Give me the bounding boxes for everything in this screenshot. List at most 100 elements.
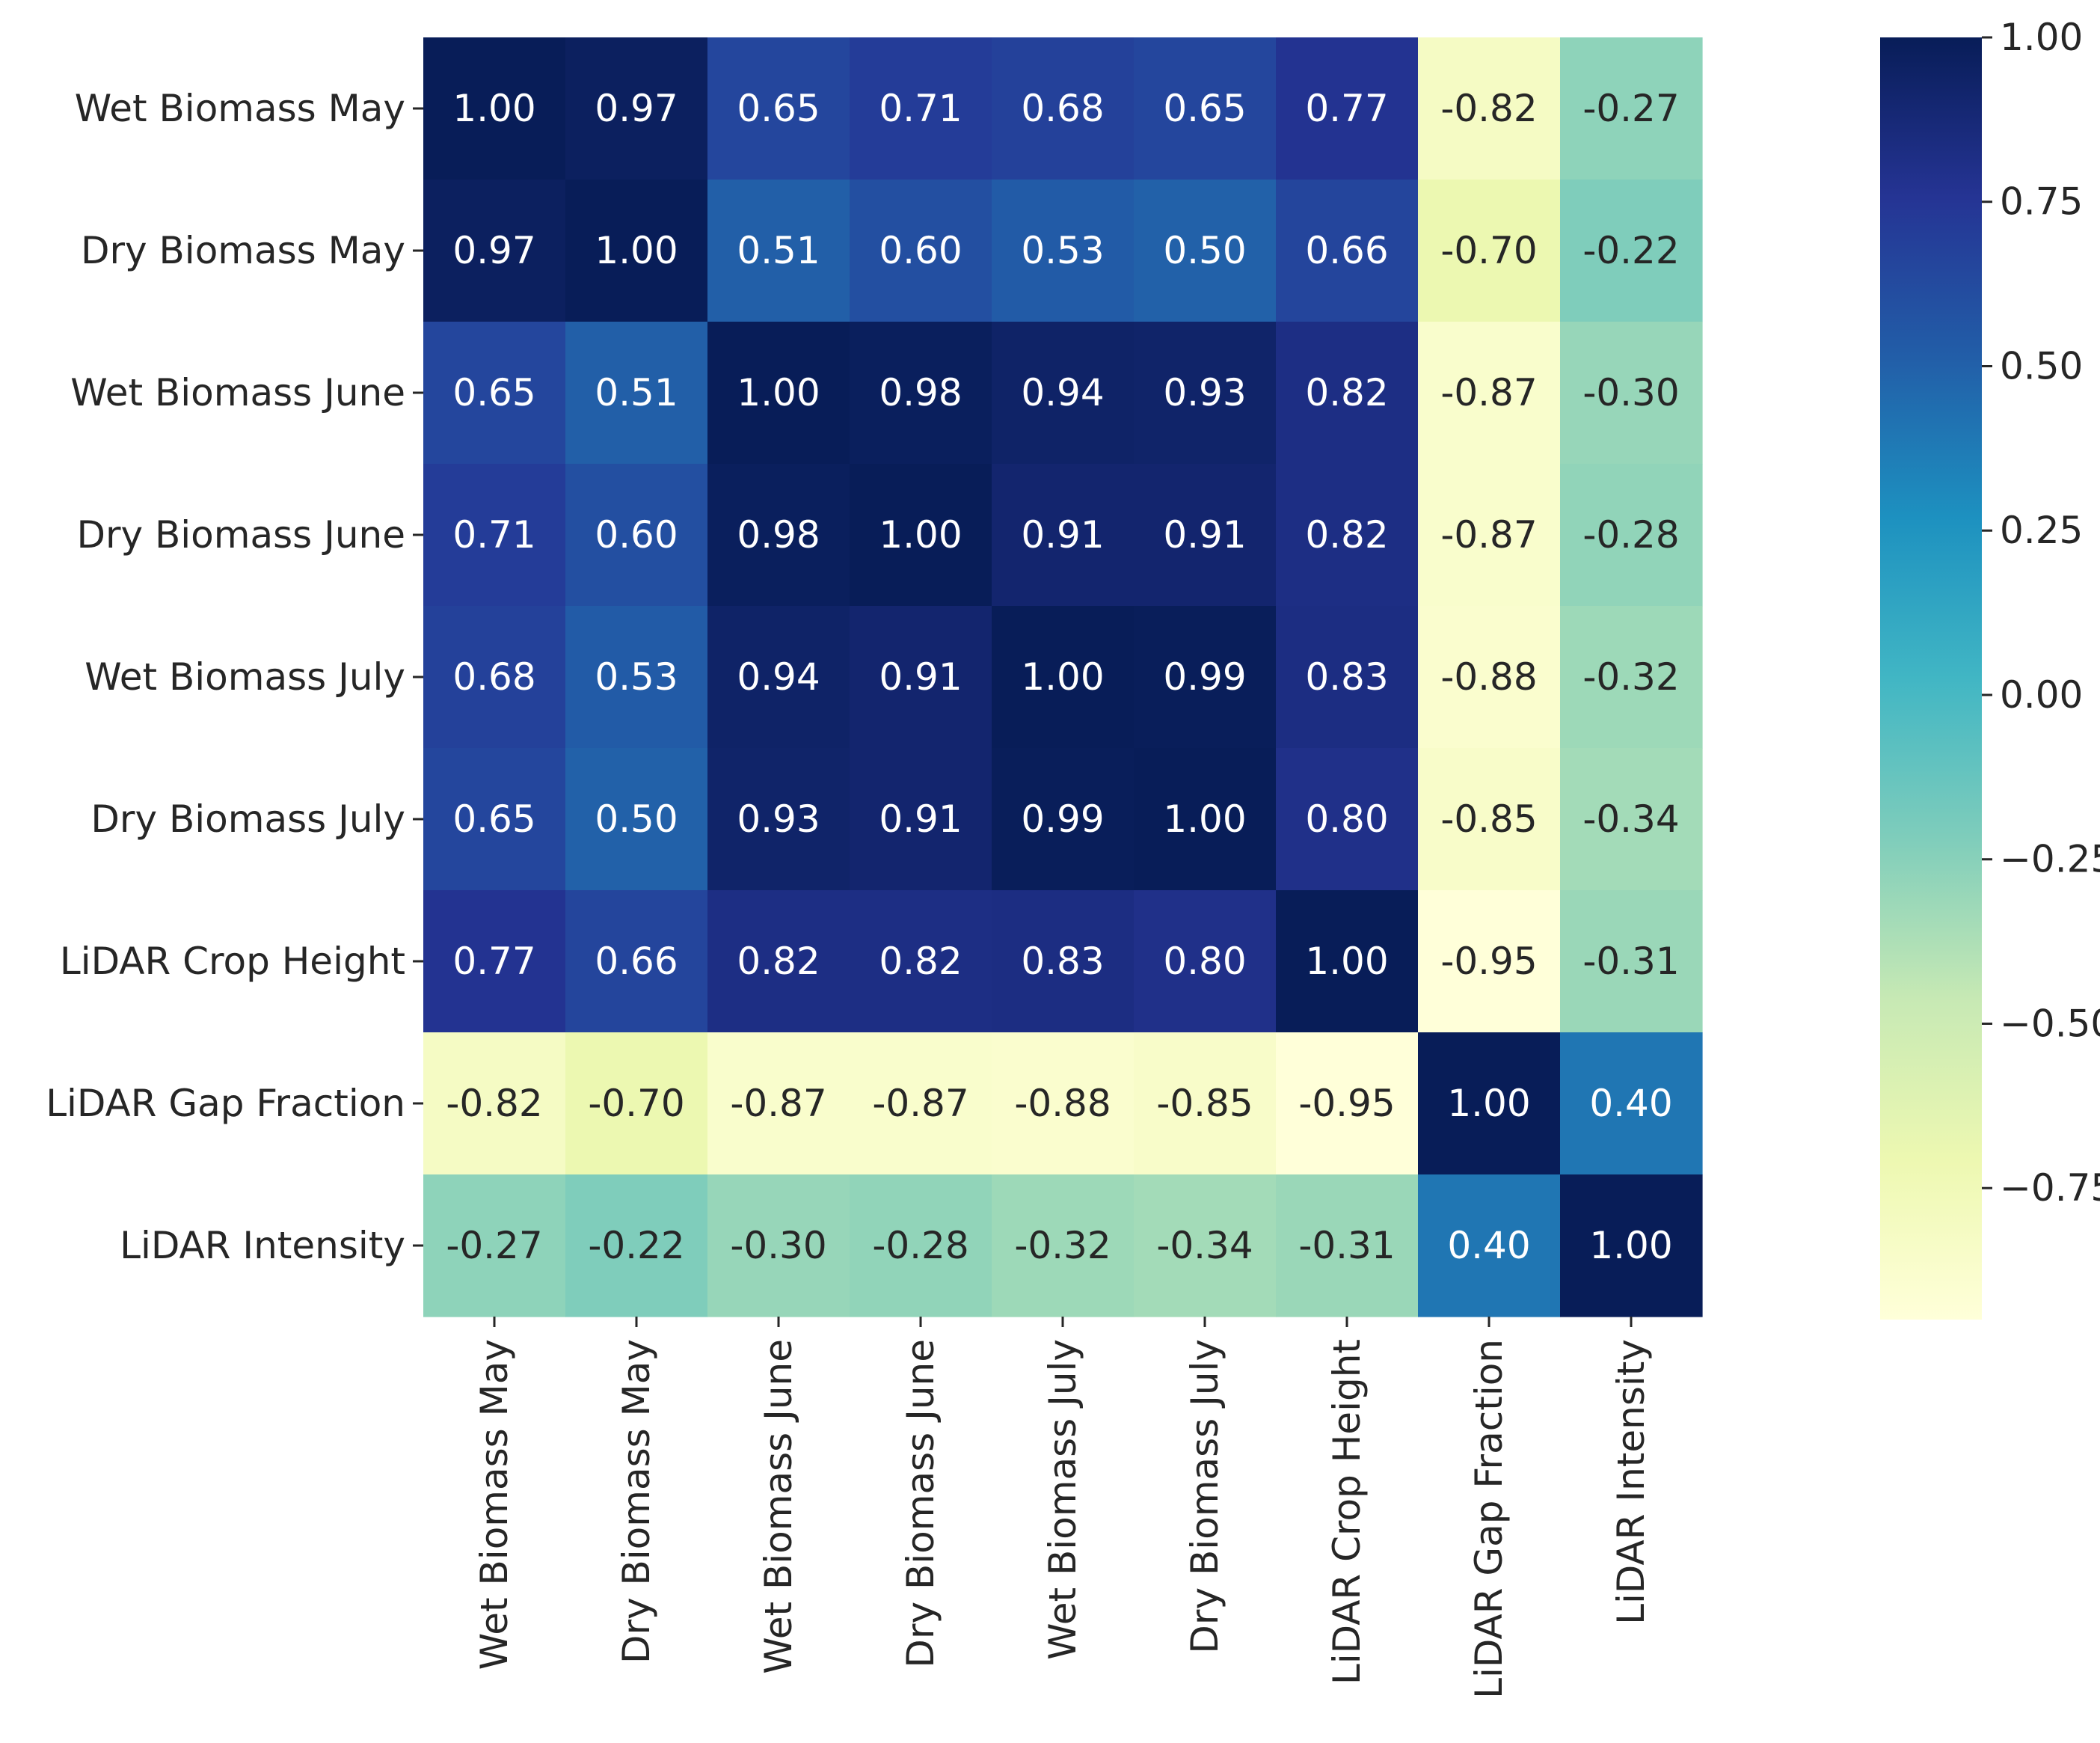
cell-value-label: 0.50 — [595, 797, 678, 841]
heatmap-cell — [423, 1174, 566, 1317]
cell-value-label: -0.87 — [872, 1082, 968, 1125]
cell-value-label: -0.85 — [1156, 1082, 1253, 1125]
heatmap-cell — [1134, 1032, 1277, 1175]
cell-value-label: 0.91 — [879, 655, 962, 699]
cell-value-label: 1.00 — [452, 87, 535, 130]
heatmap-cell — [1560, 464, 1703, 607]
heatmap-cell — [423, 606, 566, 749]
colorbar: 1.00 0.75 0.50 0.25 0.00 −0.25 −0.50 −0.75 — [1880, 16, 2100, 1320]
heatmap-cell — [850, 748, 992, 891]
cell-value-label: 1.00 — [1447, 1082, 1530, 1125]
heatmap-cell — [1134, 748, 1277, 891]
cell-value-label: 0.91 — [1021, 513, 1104, 557]
cell-value-label: -0.31 — [1582, 940, 1679, 983]
x-tick-label: Dry Biomass May — [615, 1339, 658, 1664]
cell-value-label: 0.98 — [879, 371, 962, 414]
heatmap-cell — [992, 606, 1135, 749]
cell-value-label: 0.82 — [1305, 371, 1388, 414]
cell-value-label: 1.00 — [1305, 940, 1388, 983]
colorbar-tick-label: 0.00 — [2000, 673, 2083, 717]
heatmap-cell — [1276, 180, 1419, 322]
x-tick-label: Wet Biomass May — [473, 1339, 516, 1670]
cell-value-label: 1.00 — [595, 229, 678, 272]
y-tick-label: LiDAR Gap Fraction — [46, 1082, 405, 1125]
cell-value-label: -0.85 — [1440, 797, 1537, 841]
heatmap-cell — [565, 464, 708, 607]
heatmap-cell — [1560, 322, 1703, 465]
heatmap-cell — [1418, 890, 1561, 1033]
cell-value-label: 0.91 — [1163, 513, 1246, 557]
x-tick-label: Dry Biomass July — [1183, 1339, 1226, 1654]
x-tick-label: LiDAR Crop Height — [1325, 1339, 1369, 1685]
cell-value-label: 0.97 — [595, 87, 678, 130]
cell-value-label: -0.82 — [1440, 87, 1537, 130]
cell-value-label: 1.00 — [1589, 1224, 1672, 1267]
cell-value-label: 0.40 — [1589, 1082, 1672, 1125]
colorbar-tick-label: −0.50 — [2000, 1002, 2100, 1045]
cell-value-label: -0.30 — [1582, 371, 1679, 414]
heatmap-cell — [1134, 322, 1277, 465]
heatmap-cell — [707, 1032, 850, 1175]
y-tick-label: Wet Biomass July — [85, 655, 405, 699]
x-tick-label: Wet Biomass July — [1041, 1339, 1084, 1660]
heatmap-cell — [1276, 37, 1419, 180]
x-tick-label: LiDAR Intensity — [1609, 1339, 1653, 1625]
colorbar-ticks: 1.00 0.75 0.50 0.25 0.00 −0.25 −0.50 −0.75 — [1982, 16, 2100, 1210]
cell-value-label: 0.82 — [737, 940, 820, 983]
cell-value-label: 0.60 — [879, 229, 962, 272]
heatmap-cell — [1276, 748, 1419, 891]
heatmap-cell — [1418, 748, 1561, 891]
heatmap-cell — [423, 322, 566, 465]
heatmap-cell — [850, 37, 992, 180]
cell-value-label: 0.77 — [1305, 87, 1388, 130]
y-tick-label: Wet Biomass June — [70, 371, 405, 414]
y-tick-label: Dry Biomass July — [90, 797, 405, 841]
heatmap-cell — [850, 180, 992, 322]
heatmap-cell — [1560, 748, 1703, 891]
cell-value-label: 0.53 — [595, 655, 678, 699]
cell-value-label: 0.99 — [1021, 797, 1104, 841]
cell-value-label: -0.34 — [1582, 797, 1679, 841]
cell-value-label: 1.00 — [737, 371, 820, 414]
y-axis: Wet Biomass May Dry Biomass May Wet Biomas… — [46, 87, 423, 1267]
cell-value-label: -0.70 — [1440, 229, 1537, 272]
heatmap-cell — [423, 37, 566, 180]
y-tick-label: Dry Biomass May — [81, 229, 405, 272]
x-tick-label: LiDAR Gap Fraction — [1467, 1339, 1511, 1699]
cell-value-label: 0.71 — [879, 87, 962, 130]
cell-value-label: -0.28 — [872, 1224, 968, 1267]
heatmap-cell — [1560, 890, 1703, 1033]
cell-value-label: -0.32 — [1014, 1224, 1111, 1267]
heatmap-cell — [1418, 322, 1561, 465]
cell-value-label: 0.66 — [1305, 229, 1388, 272]
heatmap-cell — [1134, 464, 1277, 607]
heatmap-cell — [850, 1032, 992, 1175]
heatmap-cell — [1276, 322, 1419, 465]
cell-value-label: 0.65 — [1163, 87, 1246, 130]
heatmap-cell — [423, 748, 566, 891]
heatmap-cell — [565, 1032, 708, 1175]
heatmap-cell — [565, 37, 708, 180]
y-tick-label: Dry Biomass June — [76, 513, 405, 557]
cell-value-label: -0.88 — [1440, 655, 1537, 699]
cell-value-label: -0.87 — [730, 1082, 826, 1125]
cell-value-label: 0.94 — [737, 655, 820, 699]
cell-value-label: -0.30 — [730, 1224, 826, 1267]
heatmap-cell — [992, 748, 1135, 891]
cell-value-label: 0.53 — [1021, 229, 1104, 272]
colorbar-tick-label: −0.75 — [2000, 1166, 2100, 1210]
colorbar-tick-label: 0.75 — [2000, 180, 2083, 224]
heatmap-cell — [1418, 37, 1561, 180]
cell-value-label: 0.77 — [452, 940, 535, 983]
cell-value-label: 0.94 — [1021, 371, 1104, 414]
cell-value-label: 0.80 — [1163, 940, 1246, 983]
heatmap-annotations: 1.00 0.97 0.65 0.71 0.68 0.65 0.77 -0.82 -0.27 0.… — [446, 87, 1679, 1267]
cell-value-label: -0.88 — [1014, 1082, 1111, 1125]
cell-value-label: 0.65 — [452, 371, 535, 414]
cell-value-label: 0.98 — [737, 513, 820, 557]
cell-value-label: 0.60 — [595, 513, 678, 557]
heatmap-cell — [707, 748, 850, 891]
cell-value-label: 0.97 — [452, 229, 535, 272]
cell-value-label: -0.95 — [1440, 940, 1537, 983]
